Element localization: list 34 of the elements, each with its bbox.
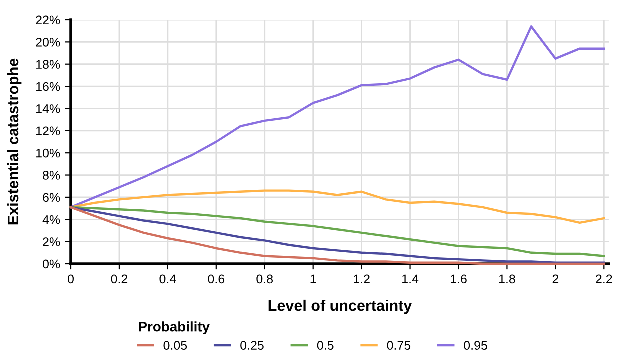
y-tick-label: 4% (42, 215, 60, 224)
y-tick-label: 6% (43, 193, 60, 202)
x-tick-label: 0.4 (160, 274, 176, 284)
y-tick-label: 22% (36, 16, 60, 25)
y-axis-title: Existential catastrophe (7, 58, 22, 225)
x-tick-label: 1.8 (499, 274, 516, 284)
y-tick-label: 14% (36, 104, 60, 114)
x-tick-label: 0.6 (208, 274, 225, 284)
y-tick-label: 20% (36, 38, 60, 47)
legend-label: 0.5 (317, 341, 334, 350)
line-series (70, 26, 606, 209)
legend-label: 0.95 (464, 341, 488, 350)
x-tick-label: 0.8 (256, 274, 274, 284)
y-tick-label: 10% (36, 148, 60, 158)
x-tick-label: 2.2 (596, 274, 612, 284)
y-tick-label: 0% (43, 260, 60, 269)
legend-title: Probability (139, 322, 210, 335)
x-tick-label: 1 (310, 274, 316, 284)
line-series (70, 190, 606, 224)
y-tick-label: 8% (43, 171, 60, 180)
legend-label: 0.75 (387, 341, 411, 350)
x-tick-label: 2 (552, 274, 559, 284)
x-tick-label: 1.2 (354, 274, 370, 284)
x-tick-label: 1.4 (402, 274, 419, 284)
x-axis-title: Level of uncertainty (268, 300, 412, 314)
y-tick-label: 2% (43, 238, 60, 246)
legend-label: 0.05 (164, 341, 188, 350)
legend-label: 0.25 (240, 341, 264, 350)
y-tick-label: 12% (36, 126, 60, 136)
y-tick-label: 18% (36, 60, 60, 70)
x-tick-label: 0 (68, 274, 74, 284)
x-tick-label: 1.6 (451, 274, 467, 284)
x-tick-label: 0.2 (111, 274, 128, 284)
y-tick-label: 16% (36, 82, 60, 92)
